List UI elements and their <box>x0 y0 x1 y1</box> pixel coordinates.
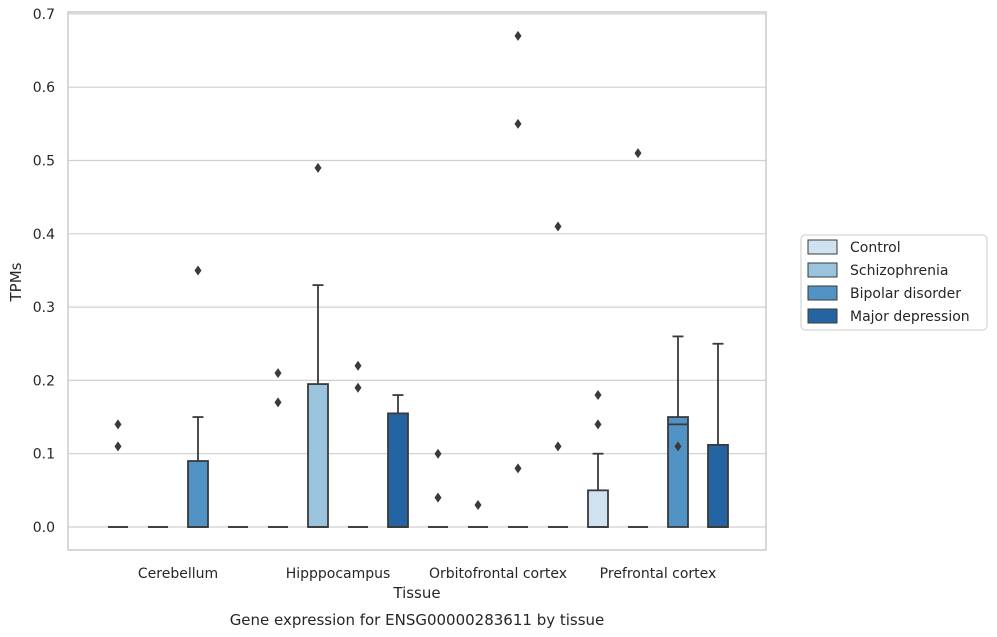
outlier-point <box>434 492 442 503</box>
y-tick-label: 0.2 <box>33 373 55 389</box>
box-series <box>108 284 729 528</box>
outlier-points <box>114 30 682 511</box>
y-tick-label: 0.0 <box>33 520 55 536</box>
box-schizophrenia <box>307 284 329 528</box>
outlier-point <box>554 441 562 452</box>
box-control <box>587 452 609 528</box>
legend-label: Major depression <box>850 309 970 325</box>
outlier-point <box>354 382 362 393</box>
outlier-point <box>634 148 642 159</box>
y-tick-label: 0.4 <box>33 227 55 243</box>
grid-lines <box>68 13 766 528</box>
box-rect <box>667 416 689 528</box>
box-bipolar-disorder <box>667 335 689 528</box>
y-tick-label: 0.6 <box>33 80 55 96</box>
outlier-point <box>514 463 522 474</box>
outlier-point <box>514 118 522 129</box>
x-tick-label: Orbitofrontal cortex <box>429 566 567 582</box>
y-tick-label: 0.7 <box>33 7 55 23</box>
box-rect <box>587 489 609 528</box>
legend-swatch <box>807 262 838 278</box>
legend: Control Schizophrenia Bipolar disorder Majo… <box>800 234 988 331</box>
outlier-point <box>194 265 202 276</box>
outlier-point <box>354 360 362 371</box>
box-bipolar-disorder <box>187 416 209 528</box>
plot-frame <box>67 11 767 551</box>
y-axis-ticks: 0.0 0.1 0.2 0.3 0.4 0.5 0.6 0.7 <box>33 7 55 536</box>
box-major-depression <box>707 342 729 528</box>
outlier-point <box>314 162 322 173</box>
legend-swatch <box>807 308 838 324</box>
y-tick-label: 0.5 <box>33 154 55 170</box>
box-rect <box>187 460 209 528</box>
chart-caption: Gene expression for ENSG00000283611 by t… <box>230 611 605 629</box>
legend-label: Schizophrenia <box>850 263 948 279</box>
plot-background <box>68 12 766 550</box>
x-tick-label: Prefrontal cortex <box>600 566 717 582</box>
y-tick-label: 0.1 <box>33 447 55 463</box>
outlier-point <box>554 221 562 232</box>
x-tick-label: Hipppocampus <box>286 566 391 582</box>
x-axis-label: Tissue <box>392 584 440 602</box>
x-tick-label: Cerebellum <box>138 566 218 582</box>
outlier-point <box>274 368 282 379</box>
legend-swatch <box>807 239 838 255</box>
y-tick-label: 0.3 <box>33 300 55 316</box>
legend-swatch <box>807 285 838 301</box>
x-axis-ticks: Cerebellum Hipppocampus Orbitofrontal cort… <box>138 566 716 582</box>
outlier-point <box>594 390 602 401</box>
outlier-point <box>434 448 442 459</box>
box-rect <box>707 444 729 528</box>
box-major-depression <box>387 394 409 528</box>
legend-label: Control <box>850 240 901 256</box>
legend-frame <box>800 234 988 331</box>
y-axis-label: TPMs <box>7 262 25 302</box>
box-rect <box>307 383 329 528</box>
outlier-point <box>114 441 122 452</box>
outlier-point <box>274 397 282 408</box>
box-rect <box>387 412 409 528</box>
outlier-point <box>594 419 602 430</box>
outlier-point <box>514 30 522 41</box>
outlier-point <box>674 441 682 452</box>
outlier-point <box>474 500 482 511</box>
legend-label: Bipolar disorder <box>850 286 961 302</box>
outlier-point <box>114 419 122 430</box>
